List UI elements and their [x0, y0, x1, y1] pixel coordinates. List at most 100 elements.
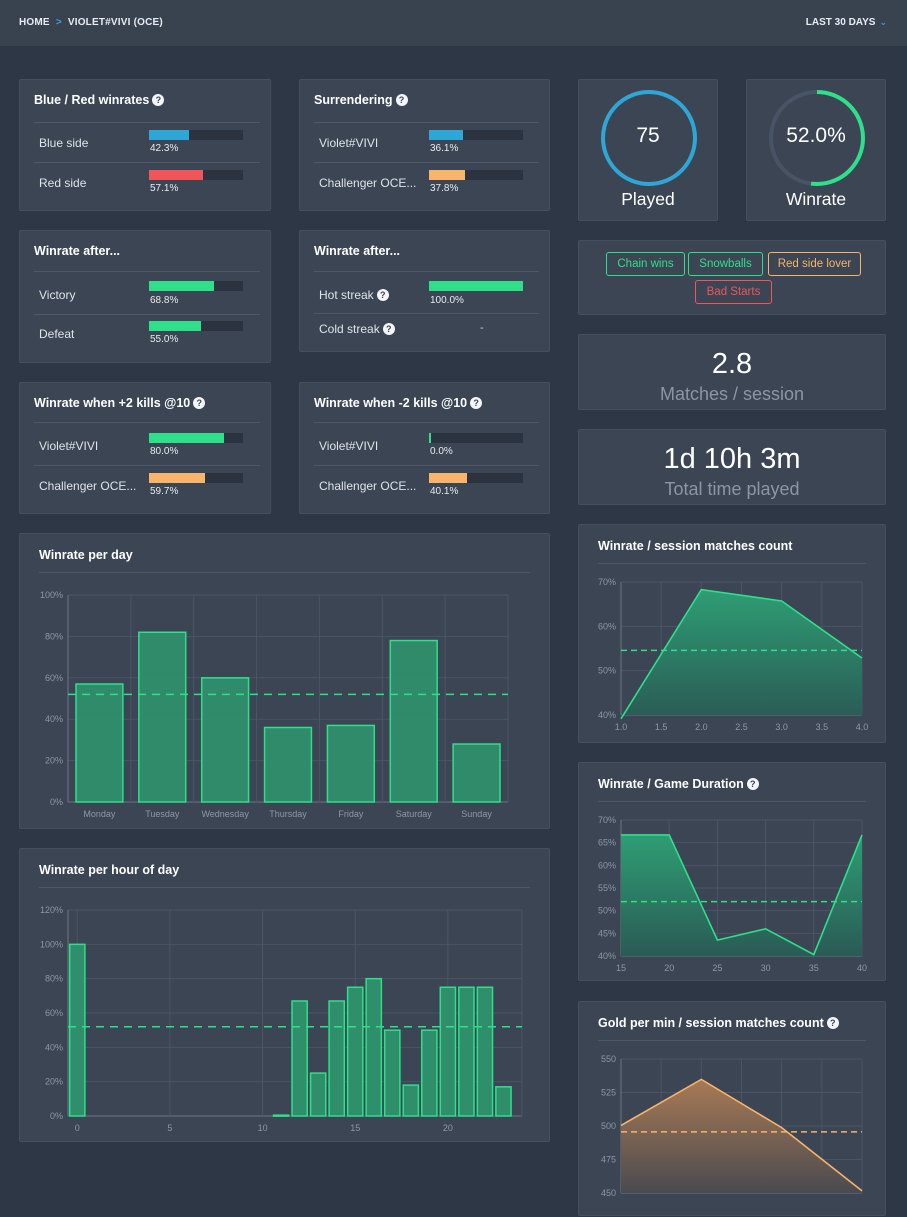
y-tick-label: 100% — [40, 590, 63, 600]
played-ring — [601, 90, 697, 186]
y-tick-label: 60% — [45, 673, 63, 683]
stat-label: Hot streak? — [319, 288, 389, 302]
x-tick-label: 15 — [350, 1123, 360, 1133]
help-icon[interactable]: ? — [382, 323, 395, 335]
kills-minus-title: Winrate when -2 kills @10? — [314, 396, 483, 410]
y-tick-label: 475 — [601, 1155, 616, 1165]
help-icon[interactable]: ? — [395, 94, 408, 106]
stat-value: 42.3% — [150, 143, 179, 154]
bar — [402, 1084, 420, 1117]
y-tick-label: 40% — [45, 1042, 63, 1052]
stat-value: 59.7% — [150, 486, 179, 497]
stat-label: Violet#VIVI — [39, 439, 99, 453]
y-tick-label: 50% — [598, 666, 616, 676]
winrate-after-result-card: Winrate after... Victory 68.8% Defeat 55… — [19, 230, 271, 363]
bar — [346, 986, 364, 1117]
period-selector[interactable]: LAST 30 DAYS ⌄ — [806, 17, 887, 28]
x-tick-label: 35 — [809, 963, 819, 973]
chart-title: Winrate / session matches count — [598, 539, 793, 553]
bar — [389, 639, 438, 803]
chart-title: Winrate per day — [39, 548, 133, 562]
ring-progress — [601, 90, 697, 186]
progress-fill — [149, 473, 206, 483]
badge-bad-starts[interactable]: Bad Starts — [695, 280, 772, 304]
badge-red-side-lover[interactable]: Red side lover — [768, 252, 861, 276]
top-bar: HOME > VIOLET#VIVI (OCE) LAST 30 DAYS ⌄ — [0, 0, 907, 46]
y-tick-label: 450 — [601, 1188, 616, 1198]
area-fill — [621, 589, 862, 719]
stat-label: Red side — [39, 176, 87, 190]
winrate-card: 52.0% Winrate — [746, 79, 886, 221]
x-tick-label: 20 — [664, 963, 674, 973]
chart-title: Winrate per hour of day — [39, 863, 180, 877]
series-line — [620, 1078, 863, 1192]
y-tick-label: 120% — [40, 905, 63, 915]
progress-fill — [429, 130, 463, 140]
x-tick-label: 10 — [258, 1123, 268, 1133]
bar — [495, 1086, 512, 1117]
stat-value: 68.8% — [150, 295, 179, 306]
bar — [439, 986, 457, 1117]
stat-label: Violet#VIVI — [319, 136, 379, 150]
y-tick-label: 70% — [598, 815, 616, 825]
bar — [291, 1000, 308, 1117]
y-tick-label: 50% — [598, 906, 616, 916]
progress-fill — [149, 433, 225, 443]
badge-snowballs[interactable]: Snowballs — [688, 252, 763, 276]
y-tick-label: 525 — [601, 1088, 616, 1098]
x-tick-label: 20 — [443, 1123, 453, 1133]
side-winrates-card: Blue / Red winrates? Blue side 42.3% Red… — [19, 79, 271, 211]
x-tick-label: 0 — [75, 1123, 80, 1133]
help-icon[interactable]: ? — [193, 397, 206, 409]
ring-progress — [769, 90, 865, 186]
total-time-card: 1d 10h 3m Total time played — [578, 429, 886, 505]
stat-value: - — [480, 322, 484, 334]
stat-value: 80.0% — [150, 446, 179, 457]
stat-label: Defeat — [39, 327, 75, 341]
stat-value: 57.1% — [150, 183, 179, 194]
series-line — [621, 834, 863, 956]
badge-chain-wins[interactable]: Chain wins — [606, 252, 685, 276]
winrate-after-title: Winrate after... — [314, 244, 401, 258]
x-tick-label: 25 — [712, 963, 722, 973]
winrate-ring — [769, 90, 865, 186]
help-icon[interactable]: ? — [470, 397, 483, 409]
stat-value: 40.1% — [430, 486, 459, 497]
help-icon[interactable]: ? — [376, 289, 389, 301]
stat-label: Cold streak? — [319, 322, 395, 336]
progress-fill — [149, 170, 203, 180]
progress-track — [149, 433, 243, 443]
x-tick-label: Monday — [83, 809, 116, 819]
y-tick-label: 60% — [45, 1008, 63, 1018]
y-tick-label: 60% — [598, 621, 616, 631]
bar — [458, 986, 475, 1117]
bar — [452, 743, 501, 803]
session-label: Matches / session — [659, 384, 805, 404]
surrendering-title: Surrendering? — [314, 93, 408, 107]
bar — [328, 1000, 346, 1117]
gold-session-card: Gold per min / session matches count? 45… — [578, 1001, 886, 1216]
help-icon[interactable]: ? — [152, 94, 165, 106]
x-tick-label: 1.5 — [655, 722, 668, 732]
breadcrumb-home-link[interactable]: HOME — [19, 17, 50, 28]
bar — [365, 977, 383, 1117]
help-icon[interactable]: ? — [826, 1017, 839, 1029]
x-tick-label: 15 — [616, 963, 626, 973]
session-value: 2.8 — [711, 348, 753, 380]
bar — [75, 683, 124, 803]
area-fill — [621, 834, 862, 956]
stat-label: Blue side — [39, 136, 89, 150]
gold-session-chart: 450 475 500 525 550 — [601, 1054, 863, 1198]
y-tick-label: 0% — [50, 1111, 63, 1121]
kills-minus-card: Winrate when -2 kills @10? Violet#VIVI 0… — [299, 382, 550, 514]
y-tick-label: 80% — [45, 974, 63, 984]
bar — [272, 1114, 290, 1117]
y-tick-label: 65% — [598, 838, 616, 848]
stat-label: Challenger OCE... — [319, 479, 417, 493]
progress-track — [149, 473, 243, 483]
played-value: 75 — [636, 124, 660, 147]
session-card: 2.8 Matches / session — [578, 334, 886, 410]
stat-value: 37.8% — [430, 183, 459, 194]
help-icon[interactable]: ? — [746, 778, 759, 790]
y-tick-label: 70% — [598, 577, 616, 587]
